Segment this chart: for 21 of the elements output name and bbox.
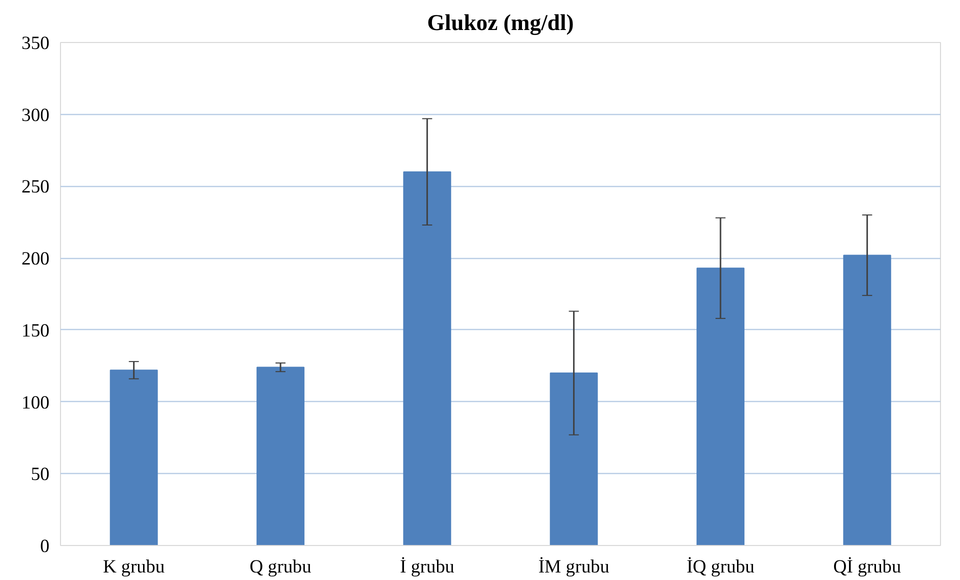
bar — [256, 366, 304, 546]
y-tick-label: 150 — [22, 320, 50, 342]
x-tick-label: Qİ grubu — [833, 556, 902, 578]
x-tick-label: İ grubu — [400, 556, 456, 578]
bar — [843, 254, 892, 546]
y-tick-label: 100 — [22, 392, 50, 414]
bar — [403, 171, 452, 546]
x-tick-label: K grubu — [103, 556, 166, 578]
y-tick-label: 350 — [22, 33, 50, 54]
bar — [696, 268, 744, 546]
y-tick-label: 50 — [30, 464, 50, 486]
y-tick-label: 250 — [22, 176, 50, 198]
x-tick-label: İM grubu — [538, 556, 610, 578]
bar — [550, 372, 598, 546]
chart-title: Glukoz (mg/dl) — [427, 10, 574, 35]
x-tick-label: Q grubu — [250, 556, 312, 578]
x-tick-label: İQ grubu — [686, 556, 756, 578]
y-tick-label: 200 — [22, 248, 50, 270]
y-tick-label: 300 — [22, 104, 50, 126]
y-tick-label: 0 — [40, 536, 50, 557]
bar — [110, 370, 158, 546]
